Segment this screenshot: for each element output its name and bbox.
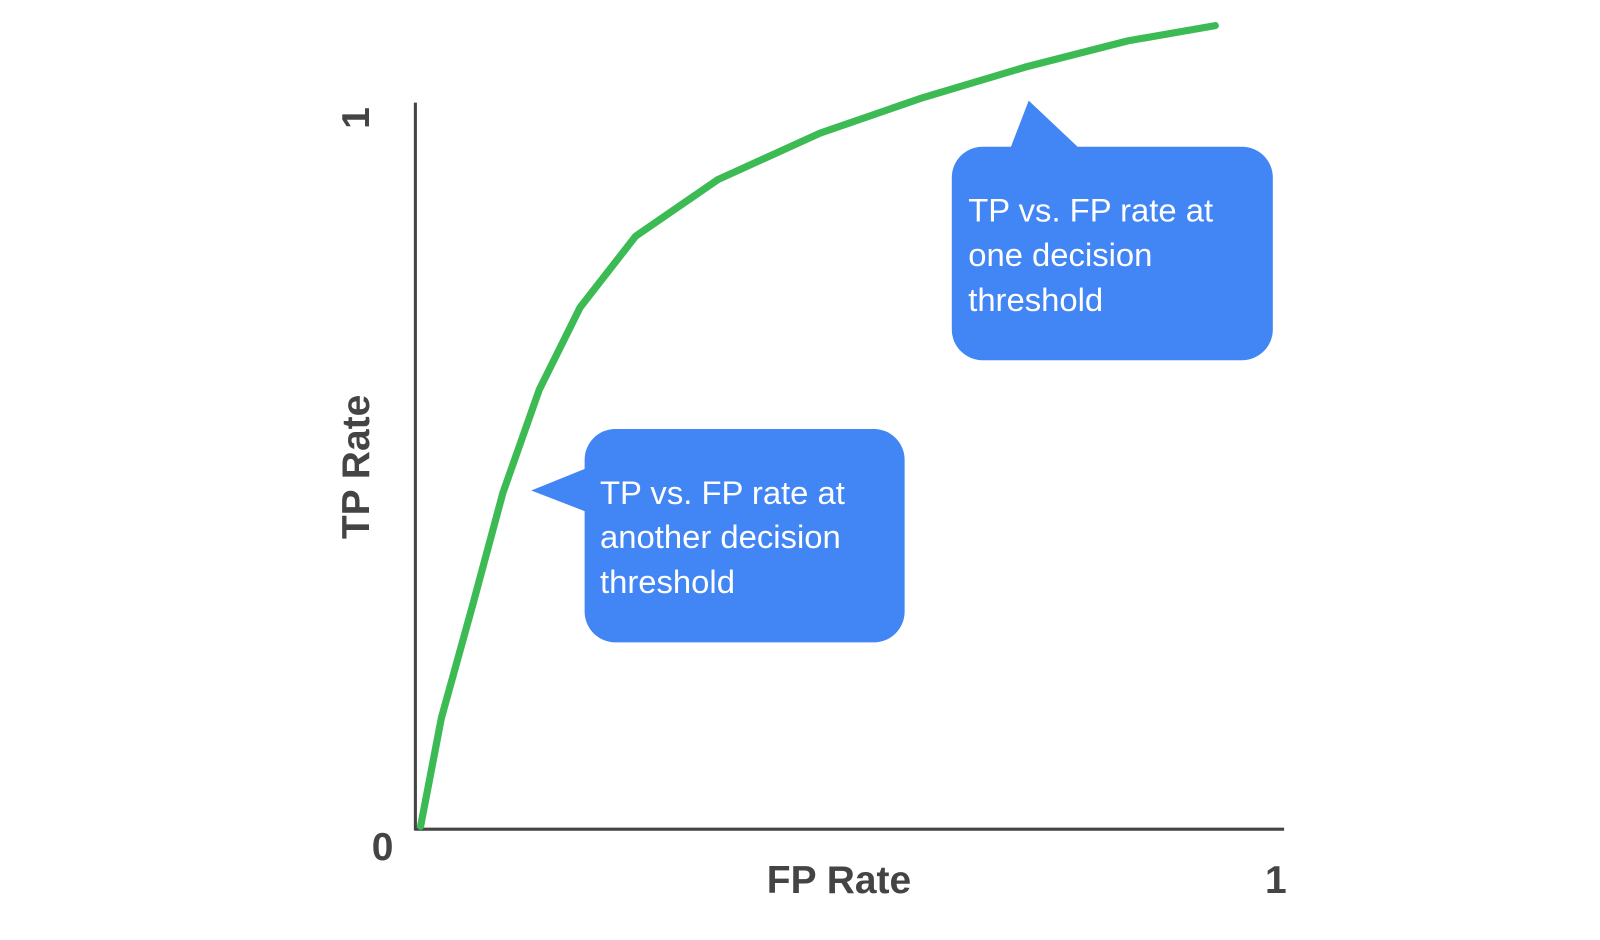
callout-box <box>584 428 905 643</box>
x-axis-label: FP Rate <box>767 859 911 902</box>
callout-tail <box>1008 100 1086 154</box>
x-tick-label: 1 <box>1265 859 1287 902</box>
roc-curve <box>416 22 1219 830</box>
callout: TP vs. FP rate at one decision threshold <box>951 100 1273 361</box>
callout-text: TP vs. FP rate at <box>968 192 1213 229</box>
callout-tail <box>531 466 590 514</box>
callout-text: one decision <box>968 236 1152 273</box>
y-tick-label: 1 <box>335 107 378 129</box>
callout-text: threshold <box>600 563 735 600</box>
y-axis-label: TP Rate <box>335 395 378 539</box>
callout-text: TP vs. FP rate at <box>600 474 845 511</box>
callout-text: another decision <box>600 518 841 555</box>
callout: TP vs. FP rate at another decision thres… <box>531 428 905 643</box>
y-tick-label: 0 <box>372 826 394 869</box>
callout-box <box>951 146 1273 361</box>
callout-text: threshold <box>968 281 1103 318</box>
